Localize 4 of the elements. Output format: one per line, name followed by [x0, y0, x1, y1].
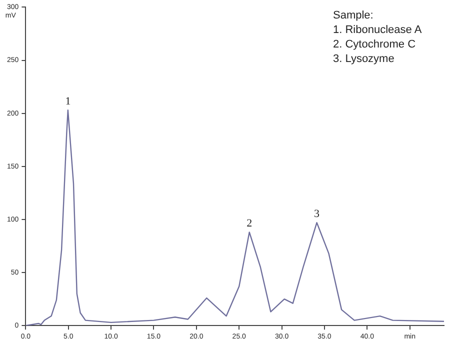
- annotation: 3: [314, 208, 320, 220]
- annotation: 1: [65, 96, 71, 108]
- annotation: 2: [246, 218, 252, 230]
- annotation: Sample: 1. Ribonuclease A 2. Cytochrome C 3. Lysozyme: [333, 10, 422, 66]
